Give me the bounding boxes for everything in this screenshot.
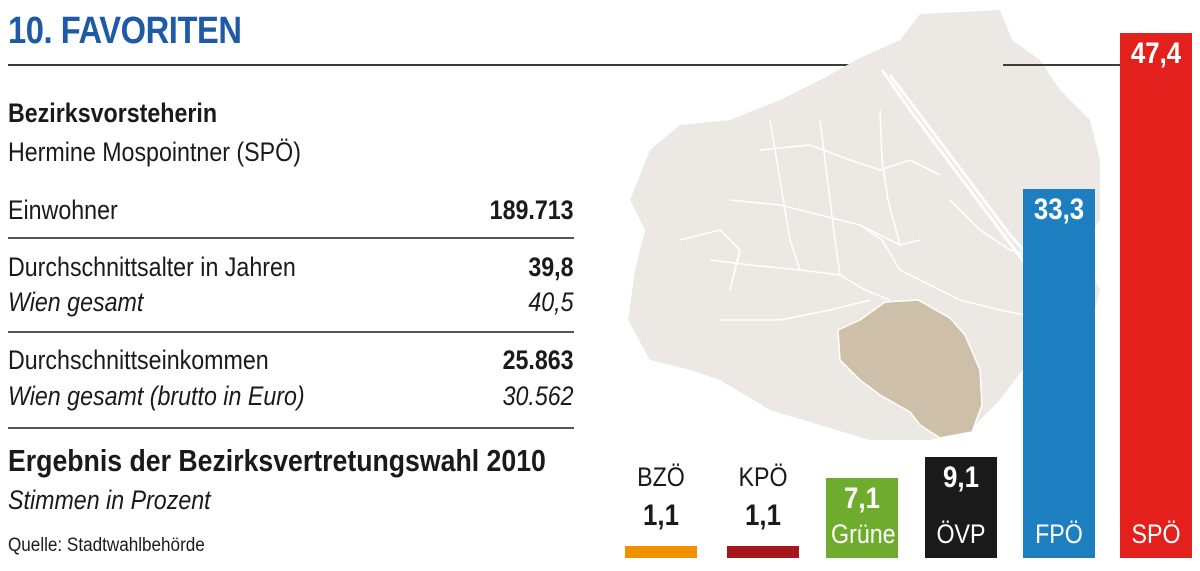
vienna-outline: [628, 10, 1100, 440]
residents-label: Einwohner: [8, 195, 118, 225]
vienna-district-map: [628, 10, 1101, 440]
party-value-kpoe: 1,1: [745, 499, 781, 532]
title-rule-right: [1003, 64, 1120, 66]
bar-gruene: 7,1 Grüne: [826, 478, 898, 558]
bar-oevp: 9,1 ÖVP: [925, 457, 997, 558]
income-vienna-label: Wien gesamt (brutto in Euro): [8, 381, 305, 411]
bar-label-fpoe: FPÖ: [1035, 518, 1083, 549]
party-value-bzoe: 1,1: [643, 499, 679, 532]
election-title: Ergebnis der Bezirksvertretungswahl 2010: [8, 443, 546, 478]
election-subtitle: Stimmen in Prozent: [8, 485, 211, 515]
income-label: Durchschnittseinkommen: [8, 345, 269, 375]
bar-label-oevp: ÖVP: [936, 518, 986, 549]
age-value: 39,8: [528, 252, 574, 282]
page-title: 10. FAVORITEN: [8, 10, 242, 52]
bar-value-spoe: 47,4: [1130, 37, 1182, 70]
bar-value-gruene: 7,1: [844, 482, 880, 515]
age-vienna-label: Wien gesamt: [8, 287, 144, 317]
income-value: 25.863: [502, 345, 574, 375]
favoriten-district: [837, 299, 983, 439]
bar-value-oevp: 9,1: [943, 461, 979, 495]
party-name-kpoe: KPÖ: [738, 462, 788, 492]
divider: [8, 427, 574, 429]
age-label: Durchschnittsalter in Jahren: [8, 252, 296, 282]
party-bzoe-group: BZÖ 1,1: [616, 462, 706, 533]
party-kpoe-group: KPÖ 1,1: [718, 462, 808, 533]
head-label: Bezirksvorsteherin: [8, 98, 218, 128]
divider: [8, 331, 574, 333]
divider: [8, 237, 574, 239]
bar-bzoe: [625, 546, 697, 558]
title-rule: [8, 64, 1120, 66]
residents-value: 189.713: [490, 195, 574, 225]
age-vienna-value: 40,5: [528, 287, 574, 317]
bar-fpoe: 33,3 FPÖ: [1023, 189, 1095, 558]
party-name-bzoe: BZÖ: [637, 462, 685, 492]
bar-label-spoe: SPÖ: [1131, 519, 1181, 549]
source-note: Quelle: Stadtwahlbehörde: [8, 535, 205, 556]
bar-kpoe: [727, 546, 799, 558]
bar-label-gruene: Grüne: [831, 519, 896, 549]
bar-value-fpoe: 33,3: [1033, 193, 1085, 227]
income-vienna-value: 30.562: [502, 381, 574, 411]
bar-spoe: 47,4 SPÖ: [1120, 33, 1192, 558]
head-name: Hermine Mospointner (SPÖ): [8, 137, 301, 167]
